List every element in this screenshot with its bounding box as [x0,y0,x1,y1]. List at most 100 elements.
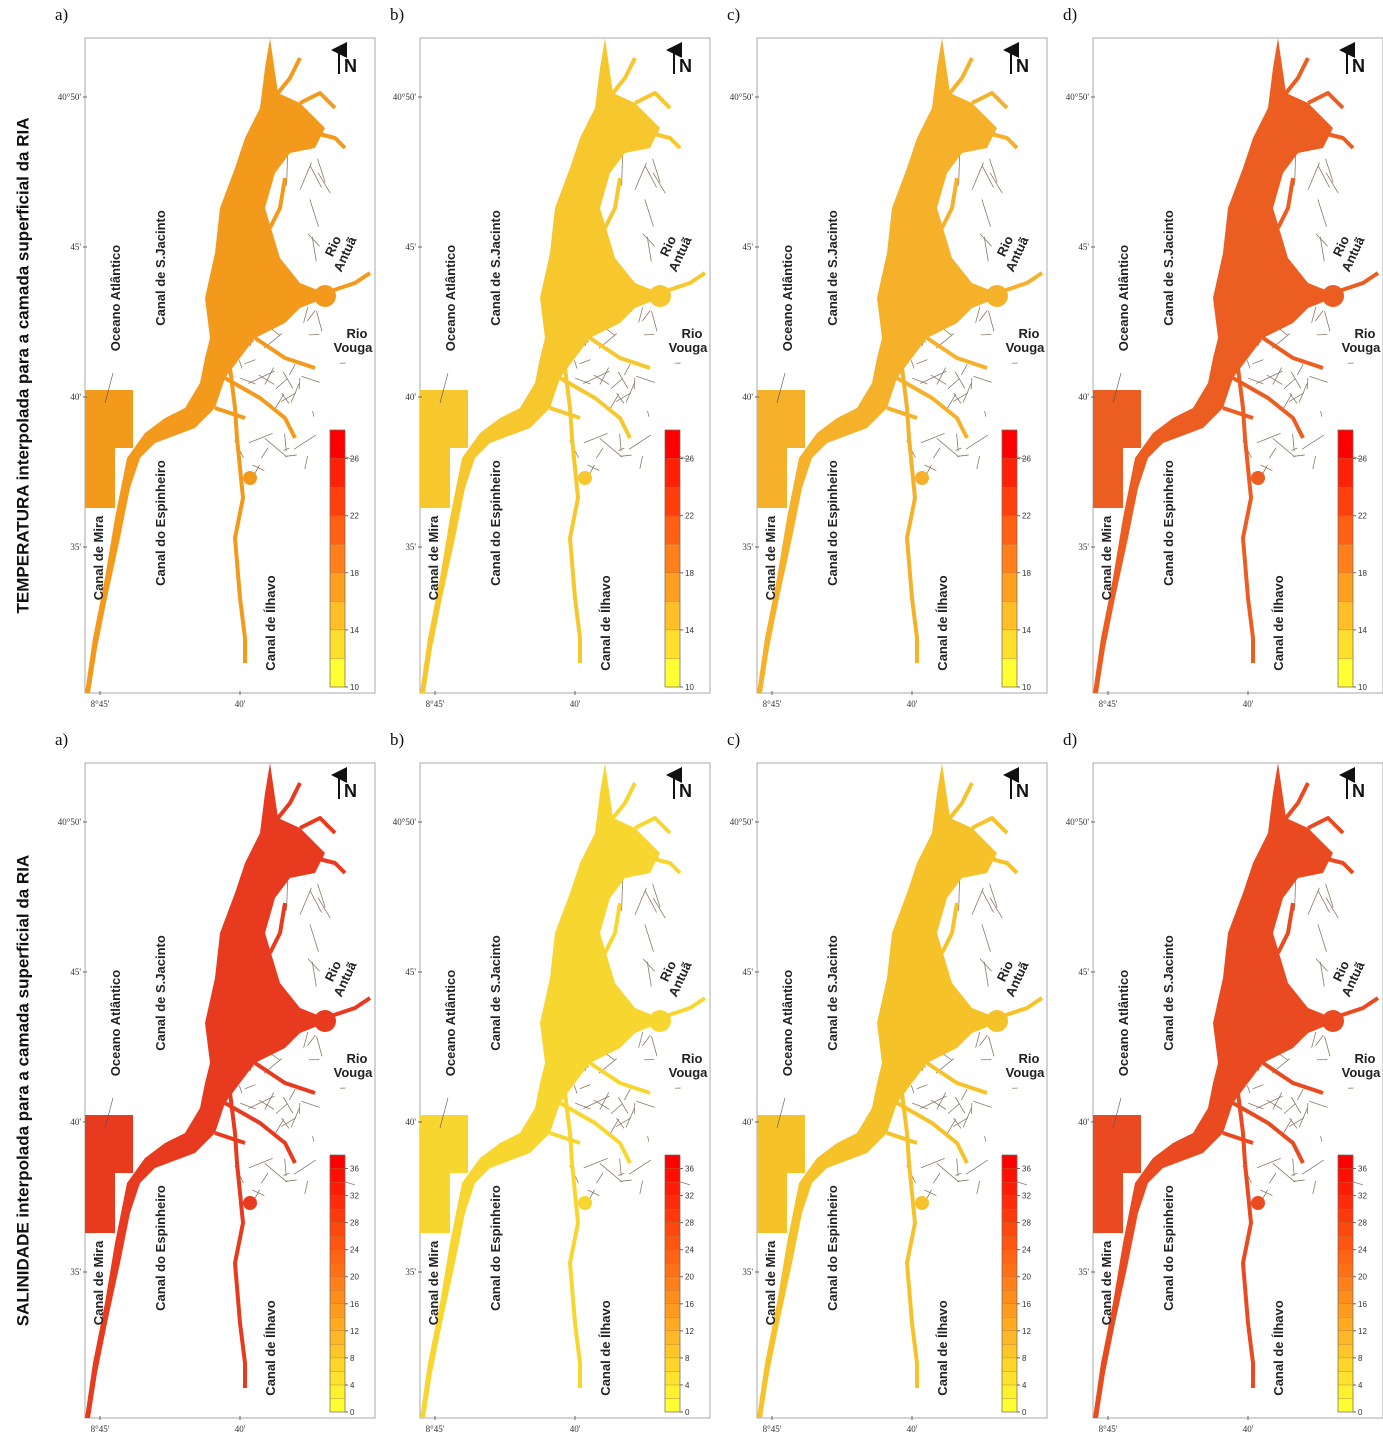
colorbar-segment [329,486,346,516]
channel [983,961,989,987]
place-name: Canal de Ílhavo [598,575,613,670]
channel [628,1159,652,1175]
colorbar-segment [664,1154,681,1169]
channel [910,1085,915,1094]
channel [1248,377,1264,385]
colorbar-label: 26 [350,455,359,464]
colorbar-label: 28 [685,1219,694,1228]
colorbar-segment [1337,572,1354,602]
map-panel: b) N 40°50' 45' 40' 35' 8°45' 40' Oceano Atlânti… [390,5,711,709]
colorbar-label: 4 [1022,1381,1027,1390]
channel [1301,434,1325,450]
colorbar-segment [664,1290,681,1304]
channel [641,1035,651,1047]
colorbar-segment [664,486,681,516]
colorbar-segment [1337,1222,1354,1237]
channel [309,890,322,913]
channel [610,1103,623,1115]
channel [1325,158,1334,183]
colorbar-segment [1001,1290,1018,1304]
channel [1260,464,1273,471]
lat-label: 45' [1078,967,1089,977]
lat-label: 35' [405,542,416,552]
map-frame [84,762,376,1419]
lagoon [649,1010,671,1032]
channel [224,1101,297,1164]
lon-label: 40' [907,1424,918,1434]
channel [1276,177,1295,229]
place-name: Vouga [669,340,709,355]
ocean-area [85,1115,133,1233]
channel [248,1095,275,1109]
colorbar-segment [1337,1236,1354,1250]
colorbar-segment [1337,1357,1354,1372]
panel-label: c) [727,730,740,749]
place-name: Canal de S.Jacinto [488,210,503,326]
channel [303,1031,309,1048]
channel [1311,1031,1317,1048]
lagoon [1251,1196,1265,1210]
lagoon [1093,38,1333,693]
channel [286,155,288,186]
place-name: Rio [1019,326,1040,341]
channel [1293,1179,1305,1182]
channel [615,392,632,402]
map-frame [756,37,1048,694]
colorbar-label: 28 [350,1219,359,1228]
place-name: Oceano Atlântico [443,970,458,1076]
channel [953,1117,962,1129]
map-frame [1092,762,1383,1419]
place-name: Canal de Mira [426,1240,441,1325]
colorbar-segment [1337,1384,1354,1399]
channel [595,1172,604,1184]
colorbar-segment [664,1330,681,1345]
colorbar-segment [1337,515,1354,545]
colorbar-label: 22 [1022,512,1031,521]
channel [1315,233,1328,247]
place-name: Oceano Atlântico [443,245,458,351]
channel [599,367,610,385]
colorbar-frame [1001,429,1018,688]
channel [638,1031,644,1048]
channel [1246,360,1251,369]
channel [1322,856,1355,875]
channel [647,1135,650,1142]
channel [976,455,981,470]
panel-label: b) [390,730,404,749]
colorbar-label: 0 [1022,1408,1027,1417]
channel [953,392,962,404]
channel [599,1092,610,1110]
channel [268,902,287,954]
lat-label: 35' [70,1267,81,1277]
lat-label: 40' [70,1117,81,1127]
lat-label: 40°50' [58,817,82,827]
lat-label: 35' [742,1267,753,1277]
channel [916,1084,928,1090]
channel [1246,1085,1251,1094]
channel [971,887,984,915]
channel [980,333,992,336]
channel [1307,887,1320,915]
channel [1322,131,1355,150]
colorbar-label: 8 [350,1354,355,1363]
channel [1317,199,1327,227]
channel [288,1088,296,1101]
colorbar-segment [329,1384,346,1399]
channel [575,1102,591,1110]
channel [288,363,296,376]
colorbar-segment [1337,1181,1354,1196]
channel [958,880,960,911]
channel [290,1107,300,1128]
place-name: Canal de Mira [91,1240,106,1325]
channel [238,360,243,369]
channel [619,433,622,451]
lat-label: 45' [70,967,81,977]
colorbar-label: 4 [685,1381,690,1390]
channel [1312,1180,1317,1195]
channel [1272,438,1296,458]
channel [299,816,337,835]
lat-label: 40°50' [730,92,754,102]
lagoon [243,1196,257,1210]
channel [659,996,707,1020]
colorbar-segment [329,1330,346,1345]
